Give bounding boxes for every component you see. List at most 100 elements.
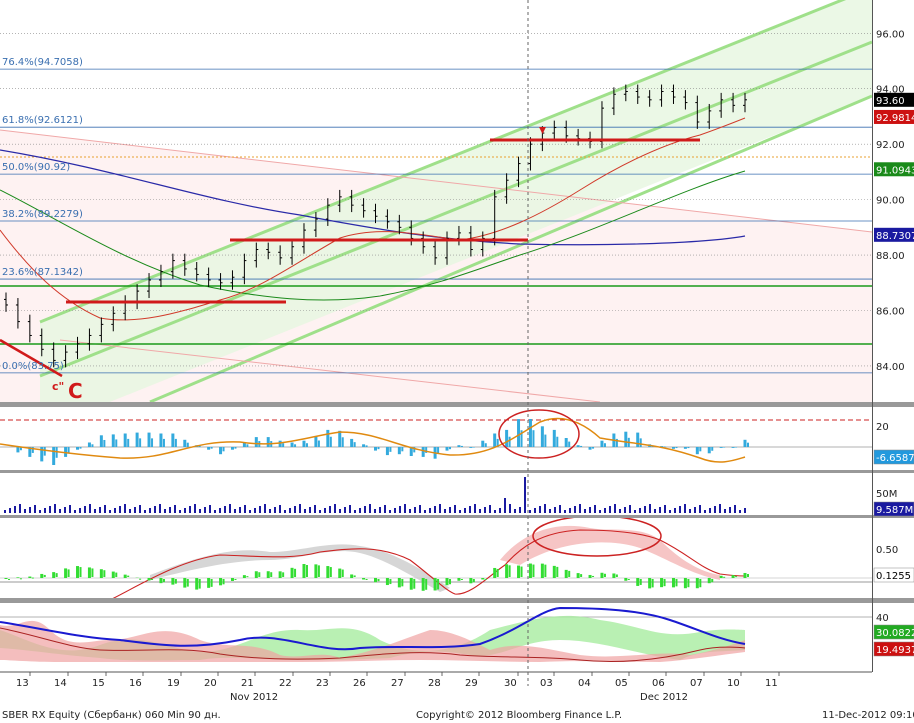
indicator-panel (0, 518, 872, 598)
osc-bar (425, 447, 428, 453)
osc-bar (266, 437, 270, 447)
osc-bar (210, 447, 213, 449)
osc-bar (338, 430, 342, 447)
indicator-bar (79, 567, 82, 577)
y-tick-label: 86.00 (876, 307, 905, 318)
volume-bar (104, 505, 106, 513)
volume-bar (59, 509, 61, 513)
pink-trendline (0, 129, 872, 233)
indicator-bar (627, 579, 630, 580)
indicator-bar (341, 569, 344, 577)
osc-bar (87, 442, 91, 447)
volume-bar (594, 505, 596, 513)
volume-bar (354, 510, 356, 513)
volume-bar (184, 508, 186, 513)
indicator-bar (115, 572, 118, 577)
indicator-bar (317, 565, 320, 577)
indicator-bar (314, 564, 318, 578)
indicator-bar (282, 572, 285, 577)
x-tick-label: 11 (765, 678, 778, 689)
sub-value-tag (873, 449, 914, 465)
volume-bar (674, 508, 676, 513)
osc-bar (457, 445, 461, 447)
sub-value-tag-text: 0.1255 (876, 571, 911, 582)
osc-bar (687, 447, 690, 449)
osc-bar (544, 434, 547, 447)
indicator-bar (266, 571, 270, 578)
indicator-bar (421, 578, 425, 591)
osc-bar (517, 419, 521, 447)
x-tick-label: 21 (241, 678, 254, 689)
osc-bar (493, 433, 497, 447)
volume-bar (269, 509, 271, 513)
volume-bar (99, 507, 101, 513)
value-tag (874, 162, 914, 177)
fib-label: 76.4%(94.7058) (2, 57, 83, 68)
volume-bar (559, 505, 561, 513)
volume-bar (374, 509, 376, 513)
indicator-bar (747, 573, 749, 577)
indicator-bar (460, 579, 463, 580)
volume-bar (284, 510, 286, 513)
sub-value-tag-text: 30.0822 (876, 628, 914, 639)
osc-bar (481, 440, 485, 447)
volume-bar (244, 505, 246, 513)
osc-bar (31, 447, 34, 453)
osc-bar (341, 437, 344, 447)
volume-bar (114, 508, 116, 513)
indicator-bar (615, 574, 618, 577)
indicator-bar (580, 574, 583, 577)
osc-bar (532, 430, 535, 447)
osc-bar (540, 426, 544, 447)
volume-bar (459, 510, 461, 513)
osc-bar (115, 439, 118, 447)
osc-bar (707, 447, 711, 454)
indicator-bar (675, 579, 678, 587)
osc-bar (76, 447, 80, 450)
volume-bar (664, 505, 666, 513)
sub-y-tick-label: 20 (876, 422, 889, 433)
volume-bar (654, 509, 656, 513)
volume-bar (44, 508, 46, 513)
osc-bar (103, 439, 106, 447)
value-tag-text: 93.60 (876, 96, 905, 107)
osc-bar (413, 447, 416, 453)
volume-bar (734, 505, 736, 513)
volume-bar (544, 504, 546, 513)
osc-bar (683, 447, 687, 449)
dir-blue-line (0, 606, 746, 651)
separator-3 (0, 515, 914, 518)
indicator-bar (588, 574, 592, 578)
indicator-bar (8, 579, 10, 580)
indicator-bar (484, 579, 487, 580)
right-axis-divider (872, 0, 873, 672)
osc-bar (508, 436, 511, 447)
volume-bar (139, 505, 141, 513)
volume-bar (264, 504, 266, 513)
osc-bar (528, 419, 532, 447)
volume-bar (39, 510, 41, 513)
volume-bar (439, 504, 441, 513)
volume-bar (599, 510, 601, 513)
indicator-bar (230, 578, 234, 581)
volume-bar (209, 505, 211, 513)
value-tag-text: 88.7307 (876, 231, 914, 242)
volume-bar (639, 508, 641, 513)
volume-bar (604, 508, 606, 513)
indicator-bar (67, 569, 70, 577)
osc-bar (624, 431, 628, 447)
volume-bar (239, 507, 241, 513)
volume-bar (619, 509, 621, 513)
osc-bar (135, 432, 139, 447)
value-tag (874, 109, 914, 124)
osc-bar (719, 447, 723, 448)
volume-bar (254, 508, 256, 513)
indicator-bar (671, 578, 675, 588)
x-tick-label: 03 (540, 678, 553, 689)
indicator-bar (532, 564, 535, 577)
volume-bar (364, 506, 366, 513)
indicator-bar (31, 577, 34, 579)
volume-bar (419, 505, 421, 513)
indicator-bar (699, 579, 702, 588)
